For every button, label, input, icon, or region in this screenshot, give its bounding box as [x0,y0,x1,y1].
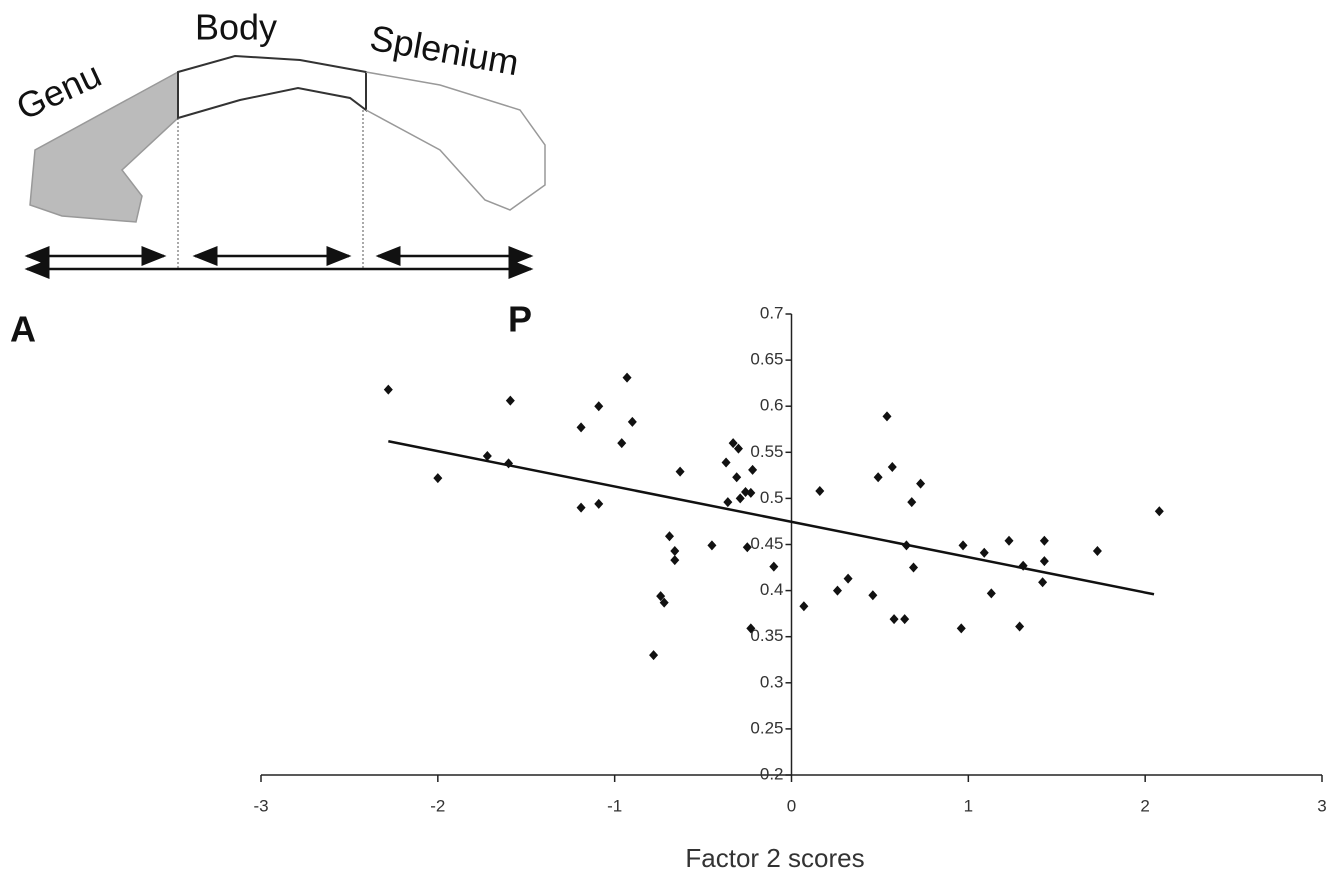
y-tick-label: 0.25 [750,718,783,737]
data-point [482,450,492,461]
x-tick-label: -1 [607,796,622,815]
x-tick-label: 1 [964,796,973,815]
data-point [843,573,853,584]
data-point [728,438,738,449]
data-point [746,487,756,498]
splenium-shape [365,71,546,211]
y-tick-label: 0.55 [750,442,783,461]
data-point [1015,621,1025,632]
x-tick-label: 3 [1317,796,1326,815]
data-point [670,545,680,556]
data-point [504,458,514,469]
data-point [815,486,825,497]
data-point [707,540,717,551]
x-tick-label: 2 [1140,796,1149,815]
y-tick-label: 0.45 [750,534,783,553]
data-point [832,585,842,596]
data-point [1004,535,1014,546]
anterior-label: A [10,309,36,350]
data-point [1092,545,1102,556]
data-point [594,498,604,509]
data-point [882,411,892,422]
x-tick-label: -2 [430,796,445,815]
trendline [388,440,1155,596]
data-point [958,540,968,551]
data-point [1018,560,1028,571]
data-point [986,588,996,599]
data-point [889,614,899,625]
y-tick-label: 0.35 [750,626,783,645]
data-point [769,561,779,572]
data-point [748,464,758,475]
data-point [873,472,883,483]
data-point [656,591,666,602]
data-point [1039,556,1049,567]
y-tick-label: 0.4 [760,580,784,599]
x-tick-label: -3 [253,796,268,815]
data-point [746,623,756,634]
data-point [383,384,393,395]
data-point [627,416,637,427]
y-tick-label: 0.6 [760,396,784,415]
data-point [887,462,897,473]
data-point [622,372,632,383]
data-point [907,497,917,508]
y-tick-label: 0.5 [760,488,784,507]
splenium-label: Splenium [367,17,522,83]
data-point [664,531,674,542]
data-point [721,457,731,468]
y-tick-label: 0.3 [760,672,784,691]
arrows [24,246,534,279]
data-point [901,540,911,551]
data-point [594,401,604,412]
data-point [576,422,586,433]
body-shape [177,54,367,120]
data-point [909,562,919,573]
data-point [670,555,680,566]
x-tick-label: 0 [787,796,796,815]
data-point [723,497,733,508]
genu-label: Genu [10,53,107,127]
data-point [1154,506,1164,517]
data-point [675,466,685,477]
y-tick-label: 0.7 [760,303,784,322]
data-point [900,614,910,625]
data-point [1039,535,1049,546]
data-point [1038,577,1048,588]
y-tick-label: 0.2 [760,764,784,783]
data-point [649,650,659,661]
data-point [799,601,809,612]
data-point [733,443,743,454]
data-point [868,590,878,601]
data-point [617,438,627,449]
genu-shape [29,70,179,223]
data-point [659,597,669,608]
data-point [735,493,745,504]
x-axis-title: Factor 2 scores [685,843,864,873]
data-point [979,547,989,558]
posterior-label: P [508,299,532,340]
data-point [576,502,586,513]
data-point [956,623,966,634]
callosum-diagram: Genu Body Splenium A P [10,7,546,350]
y-tick-label: 0.65 [750,350,783,369]
data-point [505,395,515,406]
body-label: Body [195,7,277,48]
data-point [916,478,926,489]
data-point [742,542,752,553]
data-point [732,472,742,483]
data-point [433,473,443,484]
